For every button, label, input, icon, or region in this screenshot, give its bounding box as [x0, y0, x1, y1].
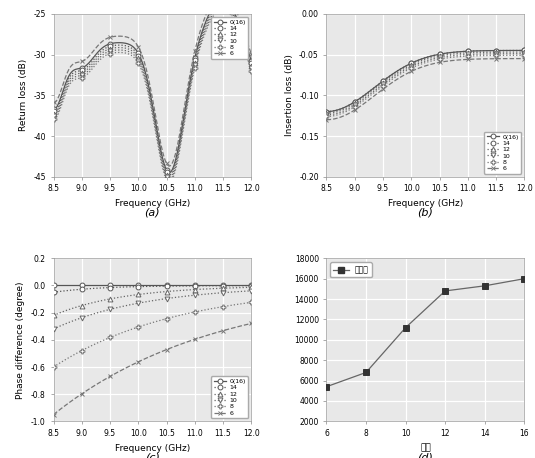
网格数 [521, 276, 528, 281]
Legend: 网格数: 网格数 [330, 262, 372, 277]
Legend: 0(16), 14, 12, 10, 8, 6: 0(16), 14, 12, 10, 8, 6 [484, 132, 521, 174]
Legend: 0(16), 14, 12, 10, 8, 6: 0(16), 14, 12, 10, 8, 6 [211, 376, 248, 418]
Y-axis label: Phase difference (degree): Phase difference (degree) [17, 281, 26, 398]
网格数 [323, 384, 330, 389]
Y-axis label: Insertion loss (dB): Insertion loss (dB) [285, 55, 294, 136]
网格数 [402, 325, 409, 330]
Text: (c): (c) [145, 453, 160, 458]
Text: (a): (a) [144, 208, 160, 218]
X-axis label: Frequency (GHz): Frequency (GHz) [115, 199, 190, 208]
Line: 网格数: 网格数 [324, 276, 527, 389]
网格数 [482, 283, 488, 289]
Text: (b): (b) [417, 208, 433, 218]
X-axis label: 圖示: 圖示 [420, 443, 431, 453]
Text: (d): (d) [417, 453, 433, 458]
Y-axis label: Return loss (dB): Return loss (dB) [19, 59, 28, 131]
X-axis label: Frequency (GHz): Frequency (GHz) [388, 199, 463, 208]
网格数 [363, 370, 369, 375]
X-axis label: Frequency (GHz): Frequency (GHz) [115, 443, 190, 453]
Legend: 0(16), 14, 12, 10, 8, 6: 0(16), 14, 12, 10, 8, 6 [211, 17, 248, 59]
网格数 [442, 288, 448, 294]
